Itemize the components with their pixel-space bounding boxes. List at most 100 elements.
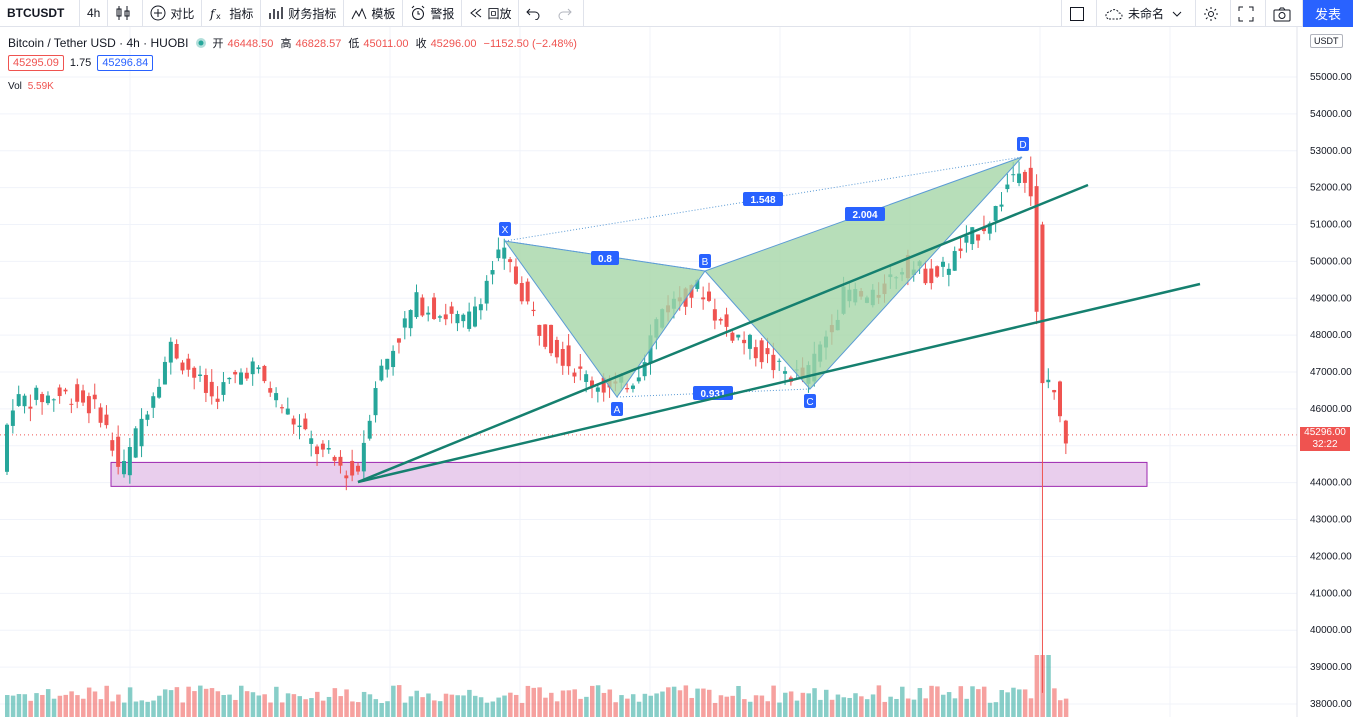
shallow-trend-line[interactable] [357, 282, 1201, 484]
indicators-label: 指标 [229, 6, 254, 21]
volume-bar [75, 695, 80, 717]
price-tick-label: 44000.00 [1310, 478, 1352, 489]
pattern-ratio-line [504, 240, 706, 272]
redo-button[interactable] [551, 0, 585, 27]
volume-bar [864, 699, 870, 717]
price-axis[interactable]: 55000.00 54000.00 53000.00 52000.00 51000.00… [1296, 27, 1352, 717]
pattern-point-a[interactable] [611, 402, 623, 416]
volume-bar [490, 701, 496, 717]
symbol-title: Bitcoin / Tether USD · 4h · HUOBI [8, 36, 189, 50]
harmonic-pattern[interactable]: X A B C D 0.8 0.931 2.004 1.548 [499, 137, 1029, 416]
candle-body [1046, 379, 1051, 383]
pattern-point-b[interactable] [699, 254, 711, 268]
undo-button[interactable] [519, 0, 551, 27]
volume-bar [531, 687, 536, 717]
volume-bar [203, 688, 209, 717]
volume-bar [771, 685, 776, 717]
financials-label: 财务指标 [288, 6, 337, 21]
ratio-label-box[interactable] [845, 207, 885, 221]
candle-body [145, 414, 150, 420]
volume-bar [666, 687, 671, 717]
pattern-point-label: C [806, 397, 813, 408]
settings-button[interactable] [1196, 0, 1231, 27]
symbol-search[interactable]: BTCUSDT [0, 0, 80, 27]
volume-bar [549, 692, 554, 717]
chart-type-button[interactable] [108, 0, 144, 27]
candle-body [361, 442, 366, 472]
pattern-point-x[interactable] [499, 222, 511, 236]
volume-bar [473, 695, 478, 717]
currency-badge[interactable]: USDT [1310, 34, 1343, 48]
candle-body [1063, 420, 1068, 444]
alerts-button[interactable]: 警报 [403, 0, 463, 27]
candle-body [590, 380, 594, 387]
candle-body [455, 314, 460, 324]
layout-name-button[interactable]: 未命名 [1095, 0, 1196, 27]
right-toolbar: 未命名 发表 [1060, 0, 1353, 27]
publish-button[interactable]: 发表 [1302, 0, 1353, 27]
candle-body [630, 385, 635, 389]
candle-body [595, 387, 600, 392]
pattern-bcd-triangle[interactable] [704, 156, 1023, 390]
candle-body [239, 372, 243, 385]
price-chart[interactable]: X A B C D 0.8 0.931 2.004 1.548 55000.00 54000.00… [0, 27, 1353, 717]
replay-button[interactable]: 回放 [462, 0, 520, 27]
volume-bar [209, 688, 215, 717]
candle-body [958, 248, 963, 251]
svg-text:f: f [209, 7, 217, 21]
rewind-icon [470, 8, 482, 18]
ask-price[interactable]: 45296.84 [97, 55, 154, 71]
publish-label: 发表 [1314, 7, 1341, 22]
candle-body [484, 280, 489, 304]
volume-bar [51, 698, 57, 717]
candle-body [57, 387, 62, 397]
plus-circle-icon [150, 5, 166, 21]
volume-bar [244, 691, 250, 717]
bid-price[interactable]: 45295.09 [8, 55, 64, 71]
compare-button[interactable]: 对比 [143, 0, 203, 27]
price-tick-label: 47000.00 [1310, 367, 1352, 378]
trend-lines[interactable] [357, 183, 1201, 484]
volume-bar [929, 685, 934, 717]
volume-bar [227, 694, 232, 717]
candle-body [508, 259, 513, 263]
pattern-point-c[interactable] [804, 394, 816, 408]
volume-bar [636, 701, 642, 717]
candle-body [356, 465, 360, 472]
volume-bar [964, 698, 969, 717]
candle-body [736, 334, 741, 338]
volume-bar [718, 695, 724, 717]
volume-bar [584, 696, 589, 717]
candle-body [116, 436, 121, 467]
ratio-label-box[interactable] [591, 251, 619, 265]
candle-body [964, 235, 969, 243]
support-zone-rect[interactable] [110, 461, 1148, 487]
volume-bar [408, 696, 414, 717]
volume-bar [736, 685, 741, 717]
volume-bar [812, 688, 817, 717]
steep-trend-line[interactable] [357, 183, 1089, 484]
support-zone[interactable] [110, 461, 1148, 487]
candle-body [414, 292, 419, 318]
volume-bar [309, 698, 314, 717]
candle-body [320, 443, 325, 450]
volume-bar [426, 693, 431, 717]
volume-bar [730, 695, 735, 717]
candle-body [279, 407, 284, 409]
volume-bar [356, 702, 361, 717]
fullscreen-layout-button[interactable] [1060, 0, 1096, 27]
ratio-label-box[interactable] [743, 192, 783, 206]
interval-button[interactable]: 4h [80, 0, 109, 27]
templates-button[interactable]: 模板 [344, 0, 404, 27]
fullscreen-button[interactable] [1231, 0, 1266, 27]
candle-body [981, 228, 986, 232]
snapshot-button[interactable] [1266, 0, 1303, 27]
volume-bar [560, 690, 566, 717]
volume-bar [987, 702, 993, 717]
pattern-point-d[interactable] [1017, 137, 1029, 151]
candle-body [987, 223, 992, 234]
financials-button[interactable]: 财务指标 [261, 0, 345, 27]
candle-body [449, 306, 454, 314]
candle-body [689, 285, 694, 298]
